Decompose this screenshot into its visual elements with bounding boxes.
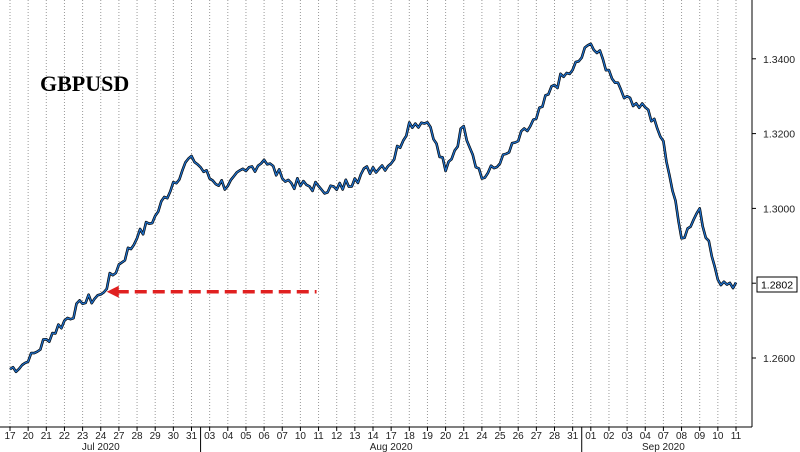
month-label: Aug 2020	[370, 442, 413, 452]
x-tick-label: 29	[150, 431, 162, 442]
x-tick-label: 24	[476, 431, 488, 442]
x-tick-label: 23	[77, 431, 89, 442]
month-label: Jul 2020	[82, 442, 120, 452]
x-tick-label: 31	[186, 431, 198, 442]
x-tick-label: 08	[676, 431, 688, 442]
x-tick-label: 01	[585, 431, 597, 442]
axes	[0, 0, 753, 428]
x-tick-label: 31	[567, 431, 579, 442]
x-tick-label: 07	[277, 431, 289, 442]
x-tick-label: 30	[168, 431, 180, 442]
x-tick-label: 14	[367, 431, 379, 442]
price-series	[9, 42, 738, 374]
x-tick-label: 25	[494, 431, 506, 442]
x-tick-label: 20	[440, 431, 452, 442]
x-tick-label: 03	[204, 431, 216, 442]
chart-title: GBPUSD	[40, 71, 129, 96]
x-tick-label: 24	[95, 431, 107, 442]
x-tick-label: 13	[349, 431, 361, 442]
x-tick-label: 21	[41, 431, 53, 442]
x-tick-label: 03	[622, 431, 634, 442]
last-value-label: 1.2802	[761, 280, 793, 292]
x-tick-label: 17	[386, 431, 398, 442]
x-tick-label: 26	[513, 431, 525, 442]
x-tick-label: 11	[731, 431, 742, 442]
x-tick-label: 17	[4, 431, 16, 442]
month-labels: Jul 2020 Aug 2020 Sep 2020	[82, 427, 685, 452]
x-tick-label: 12	[331, 431, 343, 442]
support-reference-arrow	[106, 285, 317, 298]
x-tick-label: 11	[313, 431, 324, 442]
x-tick-label: 28	[131, 431, 143, 442]
x-tick-label: 10	[295, 431, 307, 442]
grid-lines	[9, 0, 737, 427]
x-tick-label: 19	[422, 431, 434, 442]
x-tick-label: 10	[712, 431, 724, 442]
y-tick-label: 1.3200	[763, 129, 795, 141]
month-label: Sep 2020	[642, 442, 685, 452]
x-tick-label: 05	[240, 431, 252, 442]
x-tick-label: 04	[640, 431, 652, 442]
x-tick-label: 06	[259, 431, 271, 442]
price-line	[9, 43, 737, 373]
x-tick-label: 18	[404, 431, 416, 442]
last-value-box: 1.2802	[756, 276, 798, 293]
x-tick-label: 09	[694, 431, 706, 442]
x-tick-label: 02	[603, 431, 615, 442]
y-tick-label: 1.3400	[763, 54, 795, 66]
x-tick-label: 28	[549, 431, 561, 442]
x-tick-label: 07	[658, 431, 670, 442]
x-tick-label: 21	[458, 431, 470, 442]
y-tick-label: 1.3000	[763, 203, 795, 215]
reference-arrowhead	[106, 285, 119, 298]
x-tick-label: 04	[222, 431, 234, 442]
x-tick-label: 20	[23, 431, 35, 442]
x-tick-label: 22	[59, 431, 71, 442]
x-tick-label: 27	[113, 431, 125, 442]
y-tick-label: 1.2600	[763, 353, 795, 365]
x-tick-label: 27	[531, 431, 543, 442]
x-axis-ticks: 17 20 21 22 23 24 27 28 29 30 31 03 04 05 06 07 10 11 12 13…	[4, 427, 742, 442]
